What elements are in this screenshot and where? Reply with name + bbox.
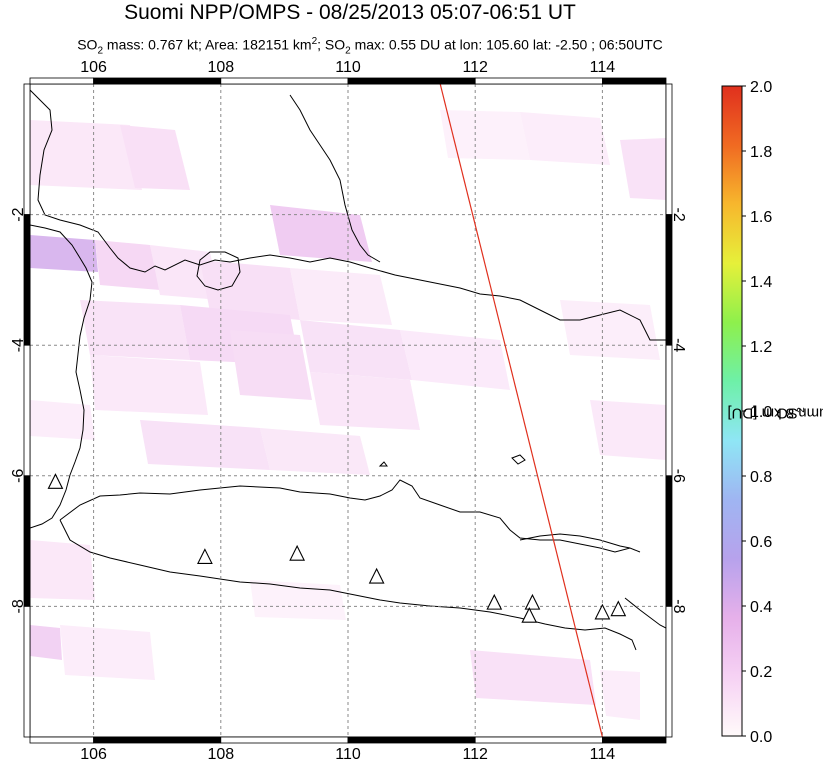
frame-bar-left [23, 83, 31, 216]
lat-tick-label-left: -4 [10, 338, 27, 352]
lat-tick-label-left: -6 [10, 469, 27, 483]
subtitle-so2-max-subscript: 2 [345, 45, 351, 57]
lon-tick-label-bottom: 114 [590, 746, 616, 759]
sumatra-coast [30, 224, 93, 529]
colorbar-tick-label: 1.6 [750, 209, 772, 226]
lon-tick-label-bottom: 110 [335, 746, 361, 759]
colorbar-tick-label: 0.4 [750, 599, 772, 616]
lon-tick-label-bottom: 112 [462, 746, 488, 759]
lon-tick-label-bottom: 108 [207, 746, 234, 759]
colorbar-tick-label: 0.8 [750, 469, 772, 486]
frame-bar-left [23, 344, 31, 477]
colorbar-ticks: 0.0 0.2 0.4 0.6 0.8 1.0 1.2 1.4 1.6 1.8 2.0 [742, 79, 772, 746]
colorbar-label-rest: column 8 km [DU] [727, 404, 823, 422]
lon-tick-label-top: 114 [590, 59, 616, 76]
frame-bar-bottom [93, 736, 222, 744]
lat-tick-label-right: -8 [670, 599, 687, 613]
coastline [30, 89, 666, 651]
orbit-track-line [439, 83, 603, 738]
volcano-icon [486, 593, 503, 610]
subtitle-so2-label: SO [77, 36, 98, 53]
so2-pixel-field [30, 110, 666, 720]
volcano-icon [289, 544, 306, 561]
frame-bar-left [23, 475, 31, 607]
colorbar-tick-label: 1.8 [750, 144, 772, 161]
madura-island [519, 533, 631, 549]
lon-tick-label-bottom: 106 [80, 746, 107, 759]
volcano-icon [524, 593, 541, 610]
lat-tick-label-left: -2 [10, 207, 27, 221]
colorbar-tick-label: 2.0 [750, 79, 772, 96]
lon-tick-label-top: 108 [207, 59, 234, 76]
frame-bar-top [602, 77, 667, 85]
frame-bar-bottom [474, 736, 603, 744]
java-south-coast [59, 519, 637, 651]
frame-bar-right [665, 214, 673, 346]
volcano-icon [610, 600, 627, 617]
lon-tick-label-top: 106 [80, 59, 107, 76]
colorbar-tick-label: 1.4 [750, 274, 772, 291]
lat-tick-label-right: -4 [670, 338, 687, 352]
frame-bar-right [665, 83, 673, 216]
lat-labels-left: -2 -4 -6 -8 [10, 207, 27, 613]
volcano-markers [47, 473, 627, 623]
lon-tick-label-top: 110 [335, 59, 361, 76]
volcano-icon [368, 567, 385, 584]
frame-tick-bars [23, 77, 673, 744]
volcano-icon [197, 548, 213, 564]
subtitle-separator: ; SO [317, 36, 346, 53]
belitung-island [196, 251, 241, 291]
frame-bar-top [93, 77, 222, 85]
frame-bar-top [347, 77, 476, 85]
frame-bar-top [29, 77, 94, 85]
subtitle-area-superscript: 2 [311, 36, 318, 47]
karimunjawa-island [378, 461, 388, 467]
volcano-icon [47, 473, 64, 489]
frame-bar-bottom [29, 736, 94, 744]
colorbar-tick-label: 1.0 [750, 404, 772, 421]
colorbar-tick-label: 0.2 [750, 664, 772, 681]
frame-bar-top [474, 77, 603, 85]
lat-tick-label-right: -2 [670, 207, 687, 221]
frame-bar-right [665, 606, 673, 738]
bali-island [624, 597, 666, 629]
subtitle-so2-subscript: 2 [97, 45, 104, 57]
lat-tick-label-right: -6 [670, 469, 687, 483]
frame-bar-left [23, 214, 31, 346]
java-north-coast [59, 479, 641, 553]
bawean-island [511, 454, 526, 465]
frame-bar-right [665, 475, 673, 607]
lon-tick-label-top: 112 [462, 59, 488, 76]
frame-bar-bottom [602, 736, 667, 744]
volcano-icon [594, 603, 611, 620]
map-title: Suomi NPP/OMPS - 08/25/2013 05:07-06:51 … [124, 1, 576, 24]
colorbar-tick-label: 0.6 [750, 534, 772, 551]
frame-bar-right [665, 344, 673, 477]
subtitle-max-info: max: 0.55 DU at lon: 105.60 lat: -2.50 ;… [350, 36, 663, 53]
colorbar-tick-label: 1.2 [750, 339, 772, 356]
lat-labels-right: -2 -4 -6 -8 [670, 207, 687, 613]
graticule [30, 84, 666, 737]
frame-bar-bottom [347, 736, 476, 744]
volcano-icon [521, 606, 538, 623]
colorbar-tick-label: 0.0 [750, 729, 772, 746]
frame-bar-bottom [220, 736, 349, 744]
frame-bar-left [23, 606, 31, 738]
lon-labels-bottom: 106 108 110 112 114 [80, 746, 615, 759]
lon-labels-top: 106 108 110 112 114 [80, 59, 615, 76]
frame-bar-top [220, 77, 349, 85]
subtitle-mass-area: mass: 0.767 kt; Area: 182151 km [103, 36, 312, 53]
lat-tick-label-left: -8 [10, 599, 27, 613]
map-subtitle: SO2 mass: 0.767 kt; Area: 182151 km2; SO… [0, 33, 740, 60]
borneo-southwest-coast [289, 94, 381, 263]
